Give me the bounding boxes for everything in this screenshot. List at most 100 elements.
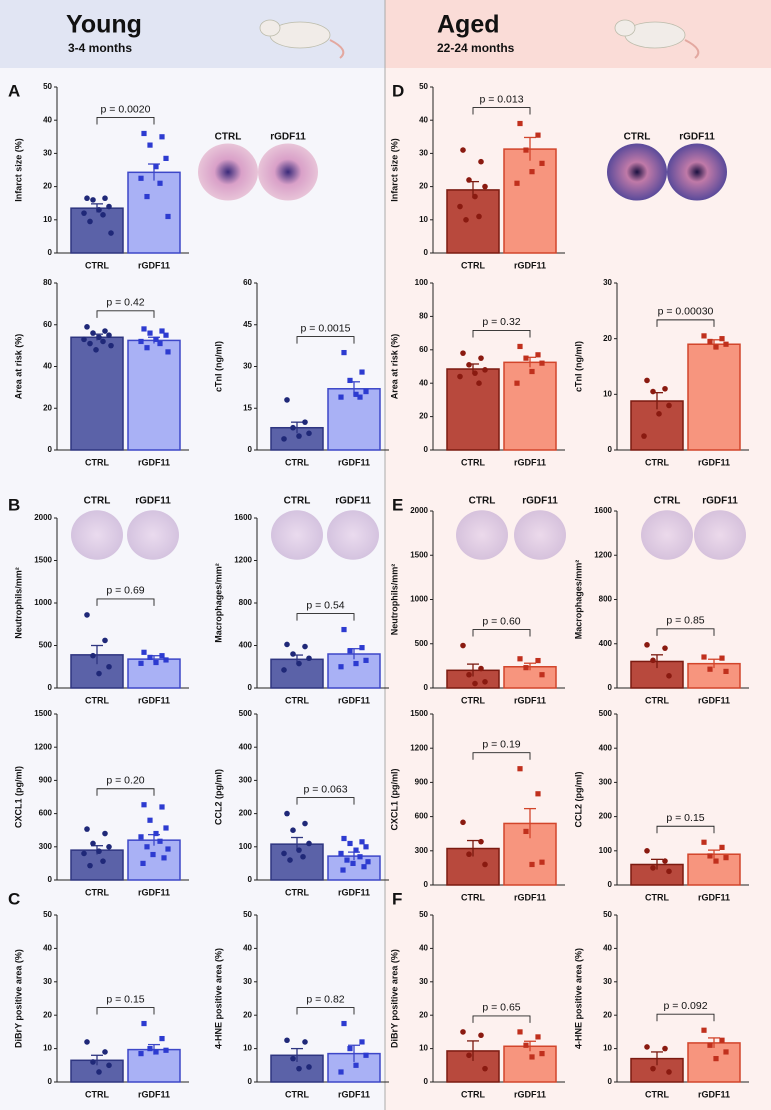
y-tick-label: 40 xyxy=(43,362,52,371)
data-point xyxy=(161,855,167,861)
data-point xyxy=(361,864,367,870)
y-tick-label: 900 xyxy=(415,778,429,787)
tissue-image xyxy=(127,510,179,560)
data-point xyxy=(141,326,147,332)
x-tick-label: rGDF11 xyxy=(138,1089,170,1099)
p-value: p = 0.85 xyxy=(666,615,704,627)
y-tick-label: 1200 xyxy=(34,742,52,751)
data-point xyxy=(163,1047,169,1053)
data-point xyxy=(96,670,102,677)
x-tick-label: CTRL xyxy=(461,892,485,902)
data-point xyxy=(163,825,169,831)
y-axis-label: Area at risk (%) xyxy=(13,334,23,400)
error-bar xyxy=(524,1040,536,1052)
tissue-image xyxy=(641,510,693,560)
y-tick-label: 300 xyxy=(599,778,613,787)
y-tick-label: 20 xyxy=(43,403,52,412)
significance-bracket xyxy=(96,598,155,606)
data-point xyxy=(723,855,729,861)
bar xyxy=(127,839,181,881)
y-tick-label: 80 xyxy=(419,312,428,321)
data-point xyxy=(666,868,672,875)
x-tick-label: CTRL xyxy=(461,1089,485,1099)
tissue-image xyxy=(607,143,667,201)
y-tick-label: 800 xyxy=(599,595,613,604)
data-point xyxy=(284,397,290,403)
data-point xyxy=(302,419,308,425)
data-point xyxy=(363,1052,369,1058)
data-point xyxy=(723,668,729,675)
data-point xyxy=(106,844,112,850)
p-value: p = 0.19 xyxy=(482,739,520,751)
x-tick-label: CTRL xyxy=(285,887,309,897)
data-point xyxy=(713,858,719,864)
y-tick-label: 0 xyxy=(48,875,53,884)
bar xyxy=(503,148,557,254)
data-point xyxy=(535,352,541,358)
y-tick-label: 500 xyxy=(599,709,613,718)
significance-bracket xyxy=(472,107,531,115)
significance-bracket xyxy=(656,319,715,327)
bar xyxy=(446,189,500,254)
y-axis-label: DiBrY positive area (%) xyxy=(13,949,23,1048)
y-tick-label: 600 xyxy=(39,809,53,818)
y-axis-label: CXCL1 (pg/ml) xyxy=(389,768,399,830)
panel-letter: A xyxy=(8,81,20,100)
data-point xyxy=(102,637,108,644)
data-point xyxy=(707,338,713,345)
error-bar xyxy=(651,858,663,870)
x-tick-label: rGDF11 xyxy=(698,1089,730,1099)
x-tick-label: rGDF11 xyxy=(138,457,170,467)
bar xyxy=(70,849,124,881)
data-point xyxy=(523,665,529,671)
tissue-image xyxy=(456,510,508,560)
data-point xyxy=(138,175,144,181)
y-axis-label: CCL2 (pg/ml) xyxy=(573,772,583,828)
y-tick-label: 20 xyxy=(603,1010,612,1019)
data-point xyxy=(478,665,484,672)
data-point xyxy=(90,840,96,847)
data-point xyxy=(466,362,472,368)
data-point xyxy=(363,657,369,663)
x-tick-label: CTRL xyxy=(645,695,669,705)
y-tick-label: 30 xyxy=(603,977,612,986)
data-point xyxy=(529,861,535,868)
p-value: p = 0.69 xyxy=(106,585,144,597)
data-point xyxy=(106,203,112,210)
data-point xyxy=(457,203,463,210)
data-point xyxy=(460,350,466,356)
image-label: CTRL xyxy=(284,496,311,507)
data-point xyxy=(165,846,171,852)
data-point xyxy=(81,850,87,857)
data-point xyxy=(96,334,102,341)
aged-title: Aged xyxy=(437,11,500,39)
data-point xyxy=(476,213,482,220)
y-axis-label: DiBrY positive area (%) xyxy=(389,949,399,1048)
p-value: p = 0.063 xyxy=(303,783,347,795)
data-point xyxy=(302,643,308,650)
y-tick-label: 300 xyxy=(39,842,53,851)
y-tick-label: 30 xyxy=(243,362,252,371)
data-point xyxy=(707,1042,713,1048)
bar xyxy=(687,343,741,451)
y-tick-label: 600 xyxy=(415,812,429,821)
bar xyxy=(70,207,124,254)
y-tick-label: 0 xyxy=(608,445,613,454)
data-point xyxy=(157,838,163,844)
p-value: p = 0.65 xyxy=(482,1002,520,1014)
x-tick-label: CTRL xyxy=(285,457,309,467)
data-point xyxy=(517,343,523,350)
y-tick-label: 100 xyxy=(599,846,613,855)
x-tick-label: rGDF11 xyxy=(698,892,730,902)
y-axis-label: 4-HNE positive area (%) xyxy=(213,948,223,1049)
y-axis-label: Macrophages/mm² xyxy=(573,560,583,640)
data-point xyxy=(517,120,523,127)
y-axis-label: Macrophages/mm² xyxy=(213,563,223,643)
bar xyxy=(503,361,557,451)
x-tick-label: rGDF11 xyxy=(514,457,546,467)
y-tick-label: 500 xyxy=(39,641,53,650)
data-point xyxy=(106,1062,112,1069)
data-point xyxy=(87,862,93,869)
y-tick-label: 50 xyxy=(419,82,428,91)
y-tick-label: 40 xyxy=(419,115,428,124)
